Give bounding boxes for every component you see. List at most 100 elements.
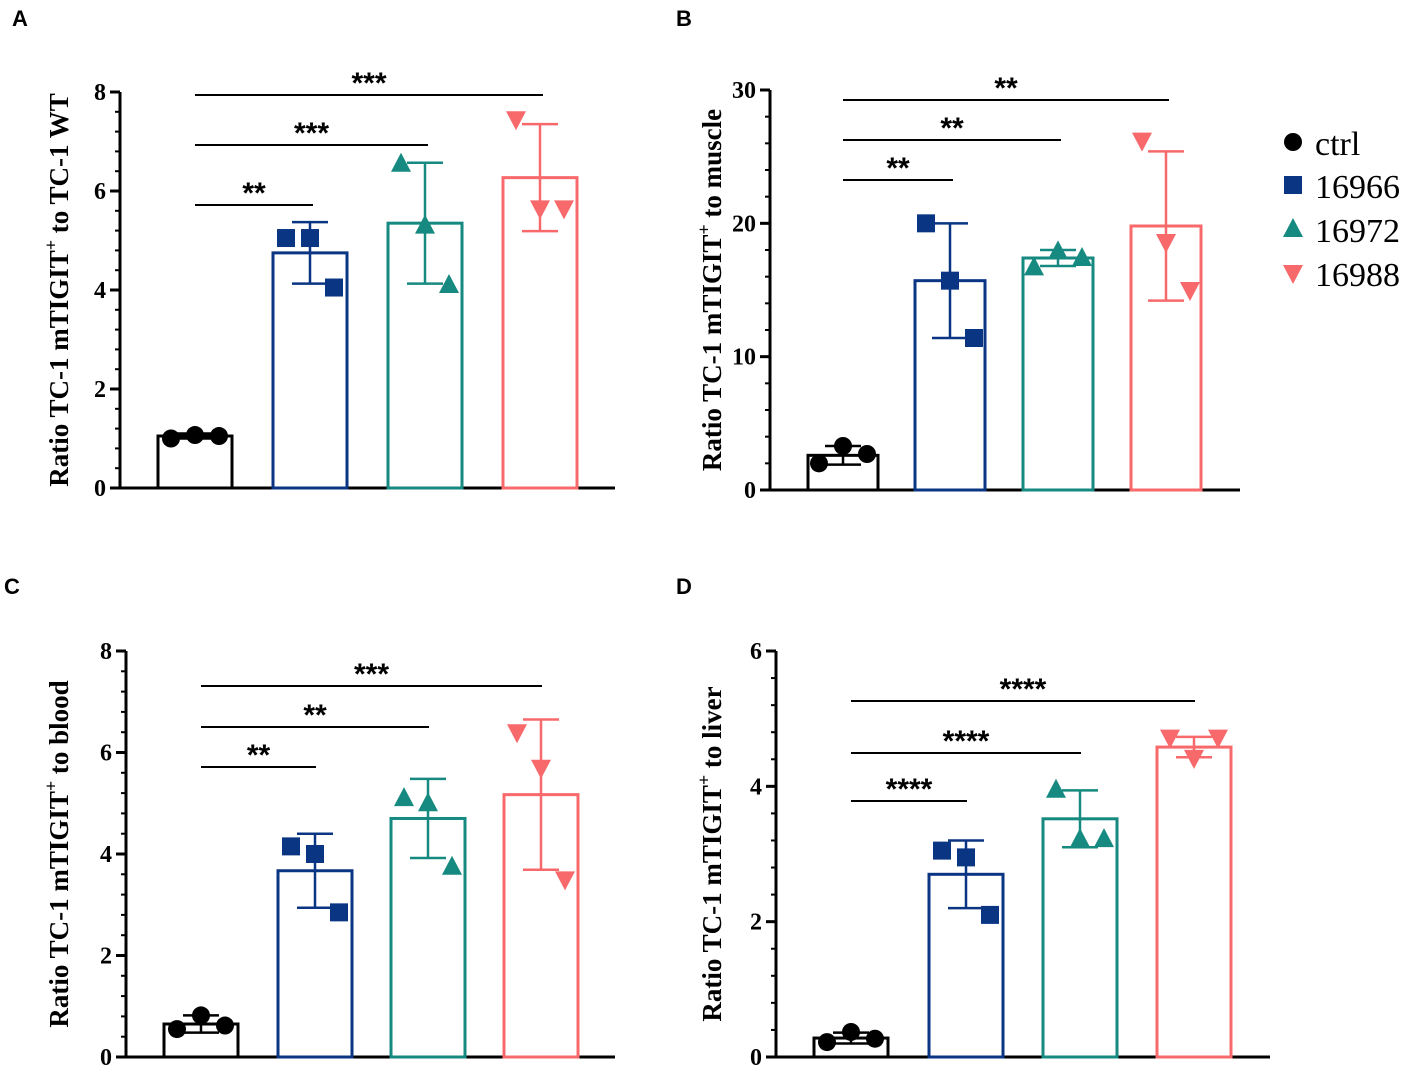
data-point-16988 bbox=[554, 200, 574, 220]
data-point-16966 bbox=[325, 278, 343, 297]
data-point-ctrl bbox=[162, 429, 180, 448]
significance-label: **** bbox=[886, 773, 933, 806]
data-point-16966 bbox=[965, 329, 983, 347]
bar-16972 bbox=[1041, 817, 1119, 1059]
y-tick-label: 0 bbox=[100, 1045, 112, 1070]
data-point-16988 bbox=[555, 871, 575, 891]
legend-label: 16988 bbox=[1315, 257, 1400, 294]
data-point-16972 bbox=[1048, 240, 1068, 260]
y-axis-label-superscript: + bbox=[694, 775, 714, 785]
significance-label: **** bbox=[943, 725, 990, 758]
data-point-16966 bbox=[306, 845, 324, 863]
legend-item-16988: 16988 bbox=[1283, 257, 1400, 294]
data-point-16988 bbox=[1184, 749, 1204, 769]
legend-item-16966: 16966 bbox=[1284, 169, 1400, 206]
data-point-16966 bbox=[282, 837, 300, 856]
data-point-16988 bbox=[530, 200, 550, 220]
legend-marker-triangle-down bbox=[1283, 265, 1303, 284]
chart-panel-d: D 0 2 4 6 Ratio TC-1 mTIGIT+ to liver **** ****… bbox=[676, 574, 1270, 1070]
data-point-16966 bbox=[917, 214, 935, 233]
data-point-16966 bbox=[933, 841, 951, 860]
data-point-16966 bbox=[277, 229, 295, 248]
data-point-ctrl bbox=[186, 426, 204, 445]
data-point-ctrl bbox=[810, 454, 828, 473]
y-tick-label: 6 bbox=[100, 741, 112, 767]
bar-16972 bbox=[1021, 256, 1095, 492]
y-axis-label: Ratio TC-1 mTIGIT+ to liver bbox=[694, 686, 727, 1021]
y-axis-label-superscript: + bbox=[694, 224, 714, 234]
legend-marker-triangle-up bbox=[1283, 218, 1303, 237]
data-point-16972 bbox=[1024, 256, 1044, 276]
significance-label: ** bbox=[940, 112, 964, 145]
panel-letter: C bbox=[4, 574, 20, 599]
y-axis-label-main: Ratio TC-1 mTIGIT bbox=[44, 250, 74, 487]
data-point-16988 bbox=[507, 724, 527, 744]
legend-item-ctrl: ctrl bbox=[1284, 126, 1360, 163]
data-point-16972 bbox=[1070, 828, 1090, 848]
data-point-16972 bbox=[442, 855, 462, 875]
y-tick-label: 6 bbox=[94, 179, 106, 205]
y-tick-label: 0 bbox=[750, 1045, 762, 1070]
significance-label: ** bbox=[303, 699, 327, 732]
bar-16988 bbox=[1155, 745, 1233, 1059]
data-point-16966 bbox=[301, 229, 319, 248]
legend-item-16972: 16972 bbox=[1283, 213, 1400, 250]
y-axis-label-suffix: to TC-1 WT bbox=[44, 93, 74, 240]
significance-label: ** bbox=[994, 72, 1018, 105]
data-point-16966 bbox=[957, 848, 975, 867]
data-point-16988 bbox=[1160, 729, 1180, 749]
y-axis-label-main: Ratio TC-1 mTIGIT bbox=[697, 785, 727, 1022]
panel-letter: B bbox=[676, 6, 692, 31]
y-axis-label: Ratio TC-1 mTIGIT+ to TC-1 WT bbox=[41, 93, 74, 487]
y-tick-label: 4 bbox=[100, 842, 112, 868]
significance-label: **** bbox=[1000, 673, 1047, 706]
y-tick-label: 2 bbox=[94, 377, 106, 403]
y-tick-label: 0 bbox=[744, 478, 756, 504]
data-point-ctrl bbox=[210, 427, 228, 446]
data-point-16988 bbox=[1156, 234, 1176, 253]
y-tick-label: 8 bbox=[100, 639, 112, 665]
significance-label: *** bbox=[351, 67, 386, 100]
legend-label: ctrl bbox=[1315, 126, 1360, 163]
panel-letter: D bbox=[676, 574, 692, 599]
y-axis-label-suffix: to muscle bbox=[697, 109, 727, 224]
y-axis-label-superscript: + bbox=[41, 240, 61, 250]
y-tick-label: 8 bbox=[94, 80, 106, 106]
y-axis-label-suffix: to liver bbox=[697, 686, 727, 774]
data-point-16972 bbox=[439, 274, 459, 294]
data-point-ctrl bbox=[866, 1029, 884, 1048]
legend-marker-square bbox=[1284, 176, 1302, 194]
data-point-16972 bbox=[391, 152, 411, 172]
data-point-16972 bbox=[1072, 247, 1092, 266]
y-tick-label: 2 bbox=[100, 944, 112, 970]
y-axis-label: Ratio TC-1 mTIGIT+ to muscle bbox=[694, 109, 727, 471]
data-point-16966 bbox=[330, 903, 348, 922]
data-point-ctrl bbox=[192, 1006, 210, 1025]
data-point-16972 bbox=[394, 787, 414, 807]
y-tick-label: 0 bbox=[94, 476, 106, 502]
data-point-16972 bbox=[415, 214, 435, 234]
data-point-ctrl bbox=[858, 445, 876, 463]
data-point-16972 bbox=[1046, 778, 1066, 798]
panel-letter: A bbox=[12, 6, 28, 31]
y-tick-label: 4 bbox=[94, 278, 106, 304]
data-point-ctrl bbox=[216, 1016, 234, 1035]
y-axis-label-main: Ratio TC-1 mTIGIT bbox=[697, 235, 727, 472]
significance-label: ** bbox=[247, 739, 271, 772]
y-tick-label: 20 bbox=[732, 211, 756, 237]
data-point-ctrl bbox=[842, 1022, 860, 1041]
y-tick-label: 10 bbox=[732, 345, 756, 371]
y-tick-label: 4 bbox=[750, 774, 762, 800]
legend-marker-circle bbox=[1284, 133, 1302, 151]
legend-label: 16972 bbox=[1315, 213, 1400, 250]
data-point-16988 bbox=[1180, 282, 1200, 301]
data-point-16988 bbox=[506, 111, 526, 131]
data-point-16972 bbox=[418, 792, 438, 812]
y-axis-label-main: Ratio TC-1 mTIGIT bbox=[44, 791, 74, 1028]
data-point-ctrl bbox=[818, 1033, 836, 1052]
data-point-16988 bbox=[531, 759, 551, 779]
